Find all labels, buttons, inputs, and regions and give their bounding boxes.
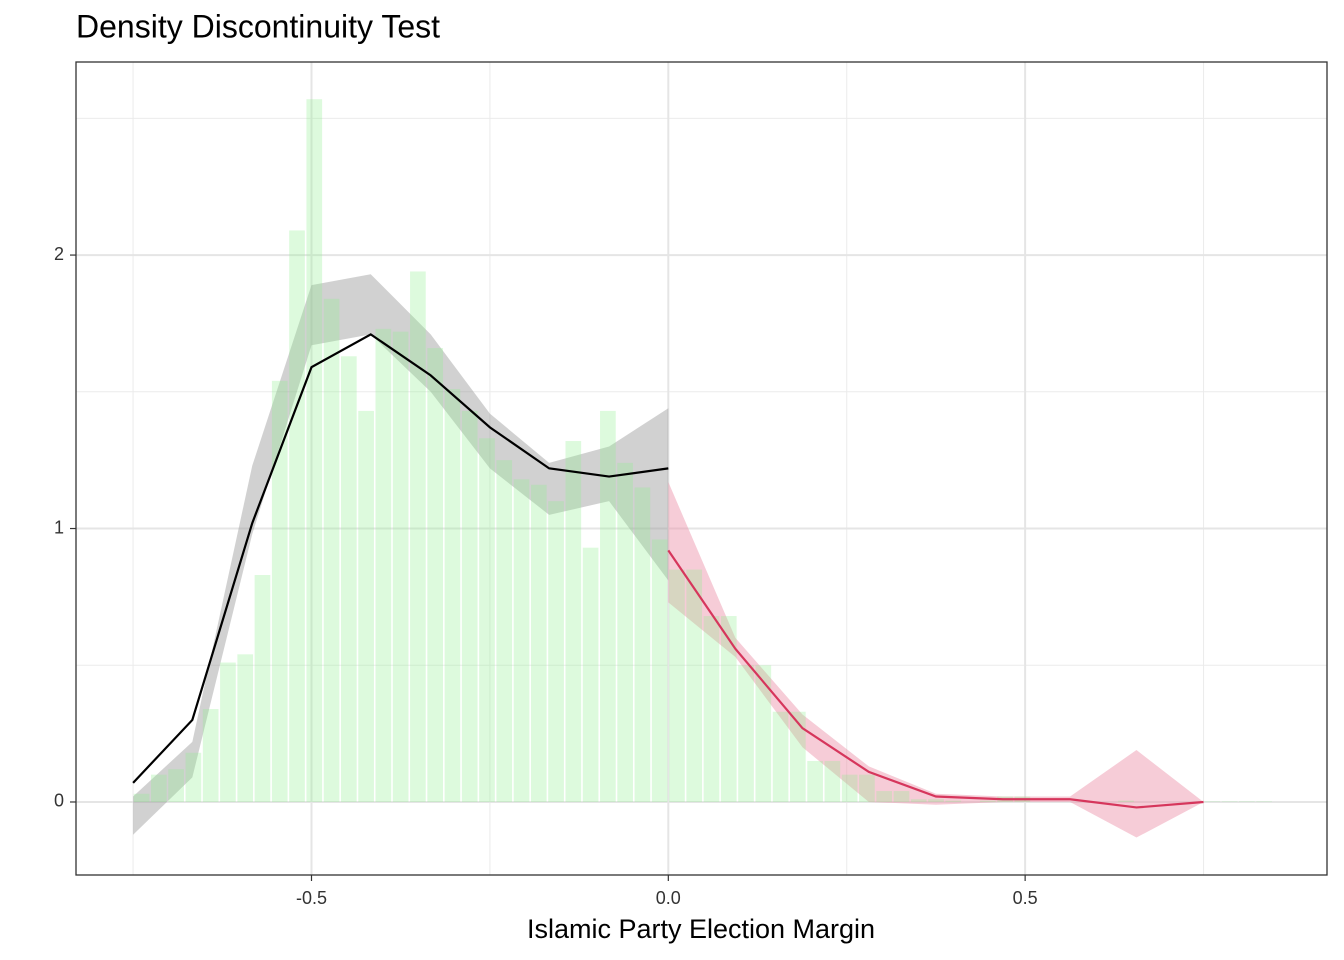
histogram-bar	[720, 616, 737, 802]
histogram-bar	[168, 769, 184, 802]
histogram-bar	[772, 711, 789, 802]
y-tick-label: 2	[54, 244, 64, 264]
chart-title: Density Discontinuity Test	[76, 8, 440, 44]
x-tick-label: 0.0	[656, 888, 681, 908]
histogram-bar	[202, 709, 219, 802]
histogram-bar	[928, 799, 944, 802]
histogram-bar	[738, 665, 754, 802]
histogram-bar	[151, 774, 167, 802]
histogram-bar	[1221, 801, 1238, 802]
panel-border	[75, 61, 1328, 876]
histogram-bar	[306, 99, 323, 802]
histogram-bar	[410, 271, 426, 802]
histogram-bar	[807, 760, 823, 802]
histogram-bar	[1239, 801, 1255, 802]
histogram-bar	[461, 410, 478, 802]
histogram-bar	[548, 501, 564, 802]
histogram-bar	[703, 616, 720, 802]
histogram-bar	[530, 484, 547, 802]
x-tick-label: 0.5	[1013, 888, 1038, 908]
histogram-bar	[1204, 801, 1221, 802]
histogram-bar	[979, 800, 996, 802]
histogram-bar	[479, 438, 495, 802]
histogram-bar	[634, 487, 651, 802]
histogram-bar	[755, 665, 772, 802]
histogram-bar	[859, 774, 875, 802]
x-tick-label: -0.5	[296, 888, 327, 908]
confidence-band	[133, 274, 669, 835]
histogram-bar	[841, 774, 858, 802]
histogram-bar	[651, 539, 668, 802]
histogram-bar	[133, 793, 150, 802]
histogram-bar	[790, 711, 806, 802]
histogram-bar	[254, 575, 271, 802]
histogram-bar	[271, 380, 288, 802]
histogram-bar	[582, 547, 599, 802]
histogram-bar	[1118, 800, 1134, 802]
histogram-bar	[427, 348, 444, 802]
histogram-bar	[237, 654, 254, 802]
histogram-bar	[876, 791, 893, 802]
histogram-bar	[289, 230, 305, 802]
histogram-bar	[185, 752, 202, 802]
density-line	[132, 333, 669, 784]
histogram-bar	[358, 410, 374, 802]
y-tick-label: 1	[54, 517, 64, 537]
histogram-bar	[669, 569, 685, 802]
histogram-bar	[565, 441, 582, 802]
histogram-bar	[617, 462, 633, 802]
confidence-band	[668, 482, 1204, 838]
histogram-bar	[220, 662, 236, 802]
x-axis-title: Islamic Party Election Margin	[527, 914, 875, 944]
histogram-bar	[686, 569, 703, 802]
histogram-bar	[824, 760, 841, 802]
y-tick-label: 0	[54, 791, 64, 811]
histogram-bar	[444, 389, 461, 802]
histogram-bar	[375, 328, 392, 802]
histogram-bar	[910, 799, 927, 802]
density-line	[667, 549, 1204, 809]
histogram-bar	[340, 356, 357, 802]
histogram-bar	[1256, 801, 1272, 802]
histogram-bar	[392, 331, 409, 802]
histogram-bar	[513, 479, 530, 802]
histogram-bar	[323, 298, 340, 802]
histogram-bar	[496, 460, 513, 802]
histogram-bar	[600, 410, 616, 802]
histogram-bar	[945, 800, 962, 802]
histogram-bar	[893, 791, 910, 802]
